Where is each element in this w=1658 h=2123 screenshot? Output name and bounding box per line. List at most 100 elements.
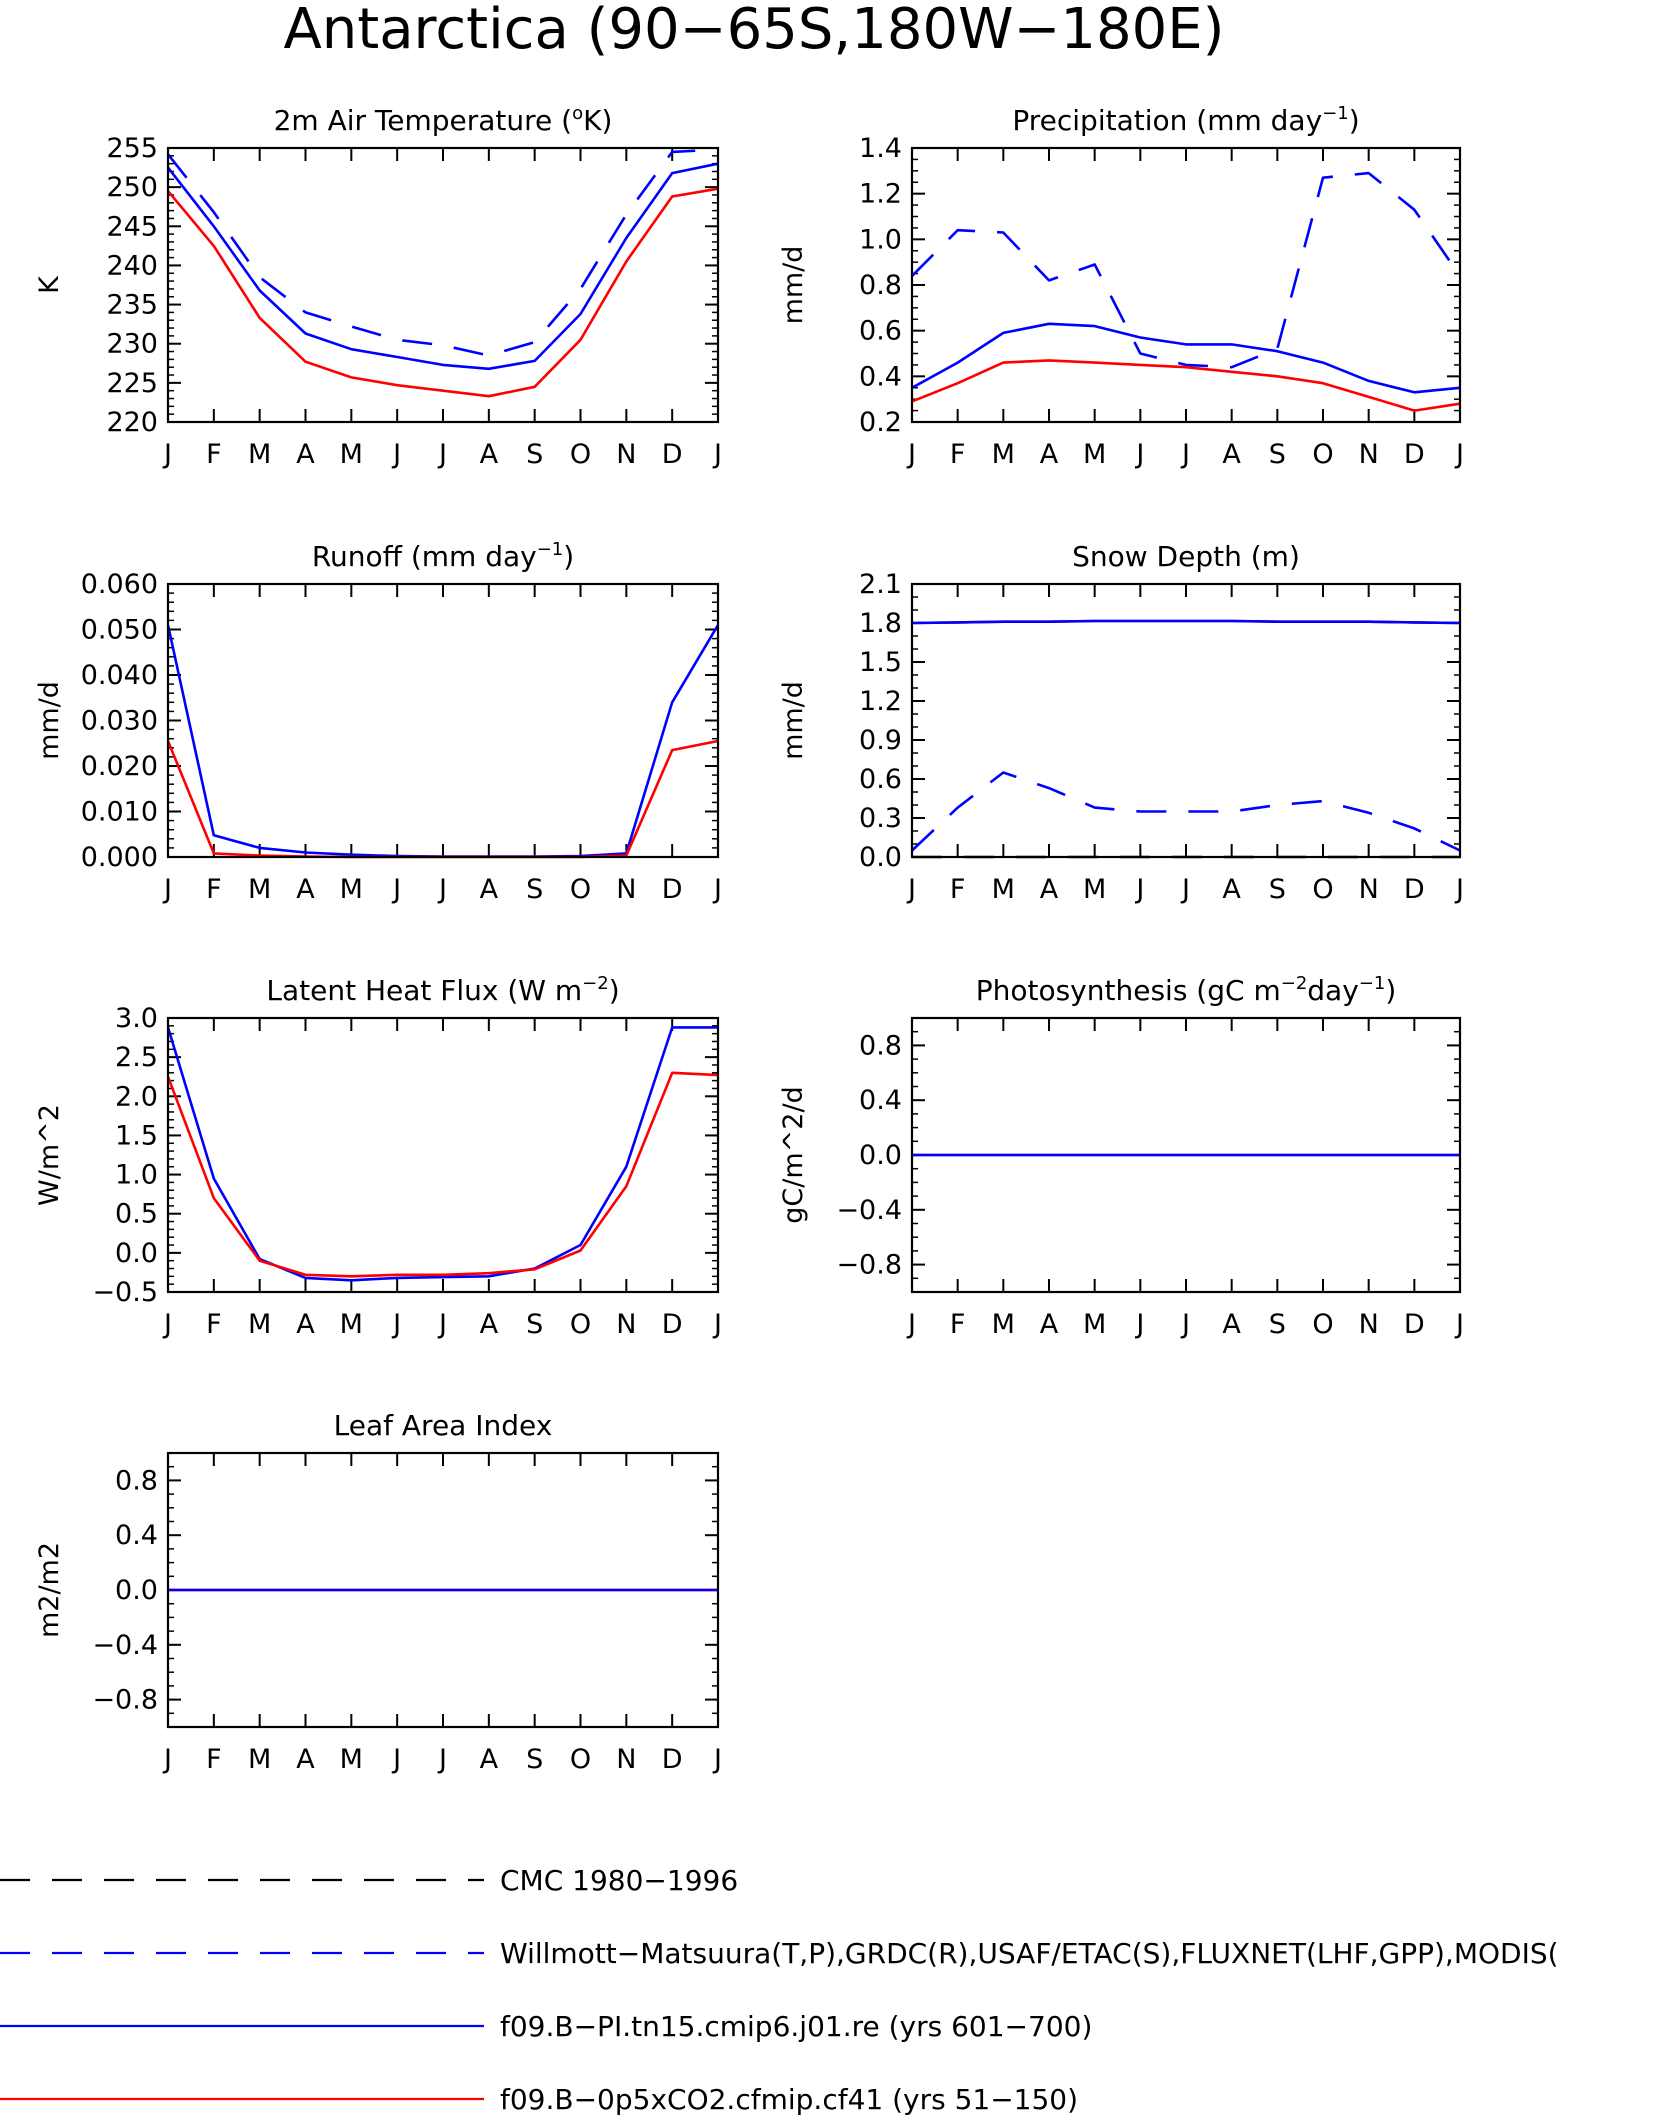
x-tick-label: F	[950, 1309, 966, 1340]
panel-title: Leaf Area Index	[334, 1409, 553, 1442]
panel-title-superscript: −1	[1359, 973, 1386, 994]
x-tick-label: J	[437, 1744, 447, 1775]
x-tick-label: A	[1222, 874, 1241, 905]
x-tick-label: J	[1134, 1309, 1144, 1340]
series-line-case1	[166, 162, 719, 371]
x-tick-label: M	[1083, 874, 1106, 905]
x-tick-label: J	[391, 1309, 401, 1340]
y-tick-label: 230	[106, 329, 158, 360]
series-line-obs_multi	[911, 771, 1461, 852]
panel-title-superscript: o	[572, 103, 583, 124]
y-tick-label: 2.1	[859, 569, 902, 600]
panel-title-superscript: −2	[582, 973, 609, 994]
x-tick-label: M	[992, 439, 1015, 470]
y-tick-label: 2.0	[115, 1081, 158, 1112]
y-tick-label: 0.2	[859, 407, 902, 438]
x-tick-label: A	[1040, 1309, 1059, 1340]
panel-3: Runoff (mm day−1) mm/d 0.000 0.010 0.020 0.03…	[34, 539, 722, 905]
x-tick-label: J	[712, 439, 722, 470]
legend-label-case2: f09.B−0p5xCO2.cfmip.cf41 (yrs 51−150)	[500, 2083, 1078, 2116]
y-tick-label: 0.000	[81, 842, 158, 873]
y-tick-label: −0.5	[92, 1277, 158, 1308]
panel-title-text: day	[1307, 974, 1359, 1007]
x-tick-label: J	[1454, 439, 1464, 470]
y-tick-label: 0.8	[859, 270, 902, 301]
x-tick-label: O	[570, 439, 591, 470]
x-tick-label: N	[1359, 1309, 1379, 1340]
y-tick-label: 2.5	[115, 1042, 158, 1073]
x-tick-label: A	[1222, 439, 1241, 470]
x-tick-label: D	[1404, 1309, 1425, 1340]
x-tick-label: F	[206, 1309, 222, 1340]
y-axis-label: m2/m2	[34, 1542, 65, 1638]
x-tick-label: D	[1404, 874, 1425, 905]
y-tick-label: 0.4	[859, 361, 902, 392]
y-tick-label: 1.5	[115, 1120, 158, 1151]
panel-title-text: )	[1385, 974, 1396, 1007]
x-tick-label: M	[992, 1309, 1015, 1340]
x-tick-label: S	[1269, 874, 1286, 905]
y-tick-label: 245	[106, 211, 158, 242]
panel-title-text: K)	[583, 104, 612, 137]
series-line-case2	[167, 187, 719, 398]
x-tick-label: D	[662, 439, 683, 470]
y-axis-label: mm/d	[778, 246, 809, 325]
x-tick-label: S	[526, 1744, 543, 1775]
x-tick-label: A	[296, 439, 315, 470]
y-tick-label: −0.4	[836, 1195, 902, 1226]
panel-title-text: Leaf Area Index	[334, 1409, 553, 1442]
series-line-case2	[166, 739, 719, 859]
x-tick-label: D	[662, 874, 683, 905]
legend-label-obs_cmc: CMC 1980−1996	[500, 1864, 738, 1897]
x-tick-label: S	[1269, 439, 1286, 470]
x-tick-label: N	[616, 439, 636, 470]
x-tick-label: O	[570, 1309, 591, 1340]
x-tick-label: A	[480, 874, 499, 905]
y-tick-label: 0.9	[859, 725, 902, 756]
series-line-case1	[911, 322, 1461, 394]
plot-frame	[910, 582, 1462, 859]
x-tick-label: O	[1312, 439, 1333, 470]
x-tick-label: S	[526, 874, 543, 905]
panel-title-text: 2m Air Temperature (	[274, 104, 573, 137]
panel-6: Photosynthesis (gC m−2day−1) gC/m^2/d −0.8…	[778, 973, 1464, 1340]
y-tick-label: 0.6	[859, 316, 902, 347]
x-tick-label: A	[1040, 439, 1059, 470]
x-tick-label: J	[1180, 1309, 1190, 1340]
y-tick-label: 0.0	[115, 1575, 158, 1606]
y-tick-label: 0.6	[859, 764, 902, 795]
x-tick-label: M	[248, 1309, 271, 1340]
y-tick-label: 250	[106, 172, 158, 203]
x-tick-label: J	[437, 874, 447, 905]
x-tick-label: S	[526, 439, 543, 470]
panel-2: Precipitation (mm day−1) mm/d 0.2 0.4 0.6 0.8…	[778, 103, 1464, 470]
y-tick-label: 0.3	[859, 803, 902, 834]
x-tick-label: N	[1359, 439, 1379, 470]
x-tick-label: D	[662, 1309, 683, 1340]
series-line-obs_multi	[911, 171, 1462, 369]
x-tick-label: F	[950, 439, 966, 470]
x-tick-label: F	[950, 874, 966, 905]
x-tick-label: M	[248, 874, 271, 905]
x-tick-label: A	[480, 1309, 499, 1340]
y-tick-label: 1.4	[859, 133, 902, 164]
series-line-case2	[166, 1071, 719, 1278]
plot-frame	[166, 1016, 720, 1294]
panel-title: 2m Air Temperature (oK)	[274, 103, 613, 137]
x-tick-label: N	[616, 1744, 636, 1775]
y-tick-label: 0.0	[115, 1238, 158, 1269]
x-tick-label: A	[1222, 1309, 1241, 1340]
x-tick-label: M	[248, 1744, 271, 1775]
y-tick-label: 220	[106, 407, 158, 438]
x-tick-label: J	[162, 1744, 172, 1775]
x-tick-label: J	[391, 439, 401, 470]
panel-4: Snow Depth (m) mm/d 0.0 0.3 0.6 0.9 1.2 1.5 1.8 2…	[778, 540, 1464, 905]
panel-title: Precipitation (mm day−1)	[1012, 103, 1359, 137]
y-tick-label: 0.0	[859, 1140, 902, 1171]
panel-title-text: Runoff (mm day	[312, 540, 537, 573]
x-tick-label: J	[1454, 874, 1464, 905]
x-tick-label: J	[162, 439, 172, 470]
plot-frame	[166, 582, 720, 859]
x-tick-label: O	[1312, 1309, 1333, 1340]
